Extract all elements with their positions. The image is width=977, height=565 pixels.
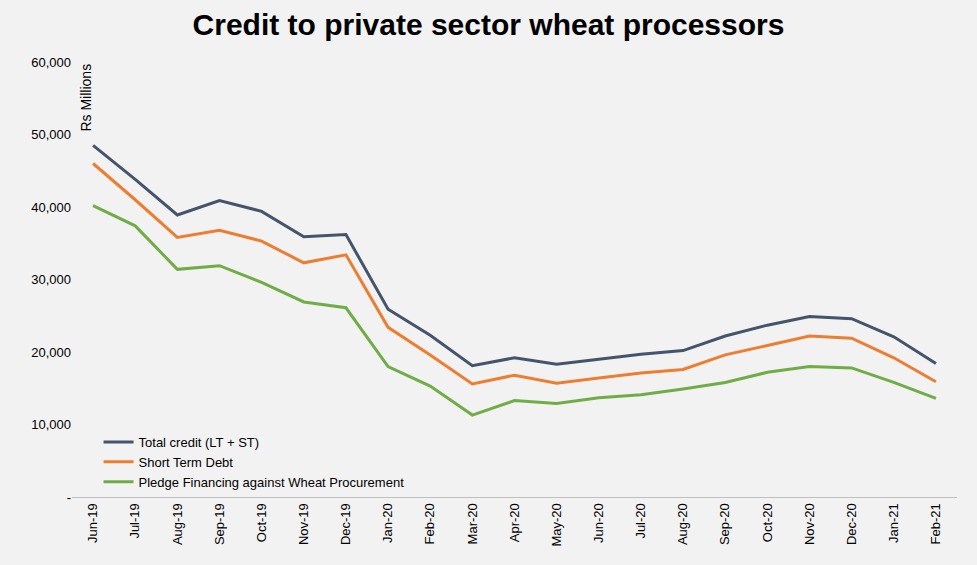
svg-text:Oct-20: Oct-20 <box>760 503 775 542</box>
svg-text:Dec-20: Dec-20 <box>844 503 859 545</box>
svg-text:Nov-20: Nov-20 <box>802 503 817 545</box>
svg-text:Jul-20: Jul-20 <box>633 503 648 538</box>
svg-text:May-20: May-20 <box>549 503 564 546</box>
svg-text:60,000: 60,000 <box>31 55 71 70</box>
svg-text:Sep-19: Sep-19 <box>212 503 227 545</box>
svg-text:20,000: 20,000 <box>31 345 71 360</box>
svg-text:10,000: 10,000 <box>31 417 71 432</box>
svg-text:Jul-19: Jul-19 <box>127 503 142 538</box>
svg-text:Mar-20: Mar-20 <box>465 503 480 544</box>
svg-text:Rs Millions: Rs Millions <box>78 64 94 132</box>
svg-text:Jun-20: Jun-20 <box>591 503 606 543</box>
svg-text:Credit to private sector wheat: Credit to private sector wheat processor… <box>193 8 785 41</box>
svg-text:50,000: 50,000 <box>31 127 71 142</box>
svg-text:Aug-19: Aug-19 <box>170 503 185 545</box>
svg-text:Feb-21: Feb-21 <box>928 503 943 544</box>
svg-text:Total credit (LT + ST): Total credit (LT + ST) <box>139 435 260 450</box>
svg-text:30,000: 30,000 <box>31 272 71 287</box>
svg-text:Jan-20: Jan-20 <box>380 503 395 543</box>
svg-text:40,000: 40,000 <box>31 200 71 215</box>
svg-text:Apr-20: Apr-20 <box>507 503 522 542</box>
svg-text:Oct-19: Oct-19 <box>254 503 269 542</box>
svg-text:Jan-21: Jan-21 <box>886 503 901 543</box>
svg-text:Sep-20: Sep-20 <box>717 503 732 545</box>
svg-text:Pledge Financing against Wheat: Pledge Financing against Wheat Procureme… <box>139 475 405 490</box>
svg-text:Aug-20: Aug-20 <box>675 503 690 545</box>
svg-text:Jun-19: Jun-19 <box>85 503 100 543</box>
svg-text:Short Term Debt: Short Term Debt <box>139 455 234 470</box>
svg-text:Nov-19: Nov-19 <box>296 503 311 545</box>
svg-text:-: - <box>67 490 71 505</box>
svg-text:Dec-19: Dec-19 <box>338 503 353 545</box>
svg-text:Feb-20: Feb-20 <box>422 503 437 544</box>
